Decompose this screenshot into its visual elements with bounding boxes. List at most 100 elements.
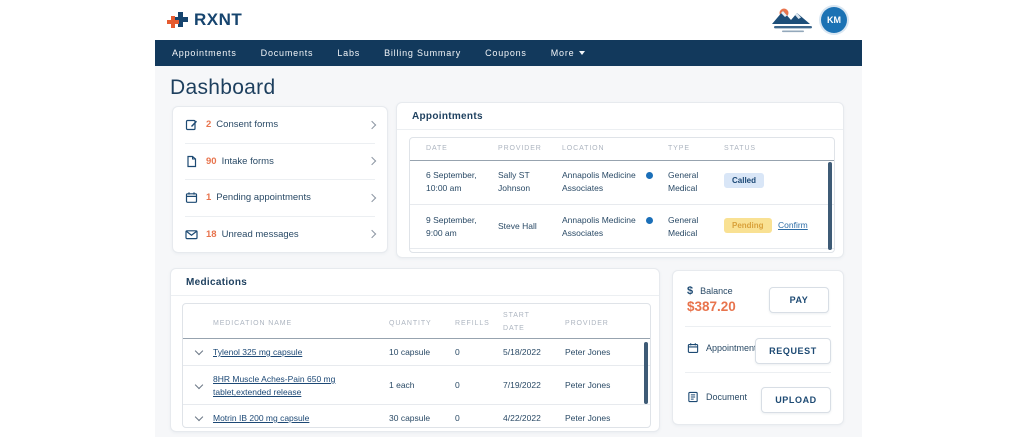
medication-name-link[interactable]: Tylenol 325 mg capsule — [213, 347, 303, 357]
col-refills: REFILLS — [455, 320, 490, 327]
nav-more[interactable]: More — [551, 48, 586, 58]
appointments-table-header: DATE PROVIDER LOCATION TYPE STATUS — [410, 138, 834, 161]
practice-logo-subtext — [782, 30, 804, 33]
col-quantity: QUANTITY — [389, 320, 432, 327]
med-refills: 0 — [455, 347, 460, 357]
medication-name-link[interactable]: 8HR Muscle Aches-Pain 650 mg tablet,exte… — [213, 374, 336, 397]
med-start-date: 7/19/2022 — [503, 380, 541, 390]
quick-link-intake-forms[interactable]: 90 Intake forms — [185, 142, 377, 180]
med-start-date: 4/22/2022 — [503, 413, 541, 423]
nav-coupons[interactable]: Coupons — [485, 48, 527, 58]
info-icon[interactable] — [646, 217, 653, 224]
rxnt-cross-icon — [167, 12, 188, 28]
expand-chevron-icon[interactable] — [194, 380, 204, 390]
med-provider: Peter Jones — [565, 347, 611, 357]
medications-table: MEDICATION NAME QUANTITY REFILLS START D… — [182, 303, 651, 428]
appointments-card: Appointments DATE PROVIDER LOCATION TYPE… — [396, 102, 844, 258]
appointment-row: 9 September, 9:00 am Steve Hall Annapoli… — [410, 204, 834, 249]
nav-documents[interactable]: Documents — [260, 48, 314, 58]
appt-provider: Sally ST — [498, 252, 550, 253]
medications-scrollbar-thumb[interactable] — [644, 342, 648, 404]
practice-logo — [772, 8, 812, 33]
appt-date: 10 February, — [426, 252, 490, 253]
main-nav: Appointments Documents Labs Billing Summ… — [155, 40, 862, 66]
med-quantity: 30 capsule — [389, 413, 431, 423]
pay-button[interactable]: PAY — [769, 287, 829, 313]
appt-type: General Medical — [668, 170, 699, 193]
page-title: Dashboard — [170, 76, 276, 99]
nav-more-label: More — [550, 48, 575, 58]
appt-date: 6 September, 10:00 am — [426, 170, 477, 193]
expand-chevron-icon[interactable] — [194, 412, 204, 422]
quick-links-card: 2 Consent forms 90 Intake forms 1 Pendin… — [172, 106, 388, 253]
expand-chevron-icon[interactable] — [194, 346, 204, 356]
chevron-right-icon — [367, 157, 377, 166]
appointment-row: 6 September, 10:00 am Sally ST Johnson A… — [410, 160, 834, 204]
appointment-section: Appointment REQUEST — [685, 326, 831, 372]
unread-messages-count: 18 — [206, 228, 217, 240]
document-section: Document UPLOAD — [685, 372, 831, 426]
col-medication-name: MEDICATION NAME — [213, 320, 293, 327]
appointments-scrollbar-thumb[interactable] — [828, 162, 832, 250]
col-provider: PROVIDER — [565, 320, 609, 327]
status-badge: Called — [724, 173, 765, 188]
unread-messages-label: Unread messages — [221, 228, 299, 240]
col-type: TYPE — [668, 145, 690, 152]
document-label: Document — [706, 392, 748, 402]
edit-square-icon — [185, 118, 198, 131]
appt-location: Annapolis Medicine Associates — [562, 215, 636, 238]
request-button[interactable]: REQUEST — [755, 338, 831, 364]
medications-table-header: MEDICATION NAME QUANTITY REFILLS START D… — [183, 304, 650, 339]
practice-logo-text — [774, 26, 812, 29]
medications-card-title: Medications — [186, 276, 248, 288]
col-status: STATUS — [724, 145, 756, 152]
balance-section: $ Balance $387.20 PAY — [685, 271, 831, 326]
consent-forms-label: Consent forms — [216, 119, 279, 131]
appt-type: General — [668, 252, 714, 253]
appt-provider: Steve Hall — [498, 221, 537, 231]
appt-type: General Medical — [668, 215, 699, 238]
col-location: LOCATION — [562, 145, 605, 152]
appointments-card-header: Appointments — [397, 103, 843, 130]
confirm-link[interactable]: Confirm — [778, 220, 808, 230]
medications-card-header: Medications — [171, 269, 659, 296]
nav-billing-summary[interactable]: Billing Summary — [384, 48, 462, 58]
appointments-card-title: Appointments — [412, 110, 483, 122]
med-refills: 0 — [455, 413, 460, 423]
col-start-date: START DATE — [503, 312, 530, 333]
calendar-icon — [687, 343, 699, 353]
balance-label: Balance — [700, 286, 733, 296]
med-quantity: 1 each — [389, 380, 415, 390]
medication-name-link[interactable]: Motrin IB 200 mg capsule — [213, 413, 310, 423]
medication-row: 8HR Muscle Aches-Pain 650 mg tablet,exte… — [183, 365, 650, 405]
pending-appointments-label: Pending appointments — [216, 192, 311, 204]
top-header: RXNT KM — [0, 0, 1024, 40]
upload-button[interactable]: UPLOAD — [761, 387, 831, 413]
status-badge: Pending — [724, 218, 772, 233]
med-provider: Peter Jones — [565, 380, 611, 390]
pending-appointments-count: 1 — [206, 192, 212, 204]
document-icon — [688, 391, 698, 403]
rxnt-logo[interactable]: RXNT — [166, 8, 242, 32]
chevron-right-icon — [367, 120, 377, 129]
nav-appointments[interactable]: Appointments — [172, 48, 237, 58]
col-provider: PROVIDER — [498, 145, 542, 152]
chevron-right-icon — [367, 193, 377, 202]
intake-forms-count: 90 — [206, 155, 217, 167]
envelope-icon — [185, 228, 198, 241]
med-start-date: 5/18/2022 — [503, 347, 541, 357]
quick-link-pending-appointments[interactable]: 1 Pending appointments — [185, 179, 377, 216]
quick-link-consent-forms[interactable]: 2 Consent forms — [185, 107, 377, 143]
chevron-down-icon — [579, 51, 586, 55]
user-avatar[interactable]: KM — [821, 7, 847, 33]
appt-date: 9 September, 9:00 am — [426, 215, 477, 238]
consent-forms-count: 2 — [206, 119, 212, 131]
appt-location: Annapolis Medicine — [562, 252, 652, 253]
appt-location: Annapolis Medicine Associates — [562, 170, 636, 193]
quick-link-unread-messages[interactable]: 18 Unread messages — [185, 215, 377, 253]
file-icon — [185, 155, 198, 168]
info-icon[interactable] — [646, 172, 653, 179]
actions-card: $ Balance $387.20 PAY Appointment REQUES… — [672, 270, 844, 425]
nav-labs[interactable]: Labs — [337, 48, 361, 58]
